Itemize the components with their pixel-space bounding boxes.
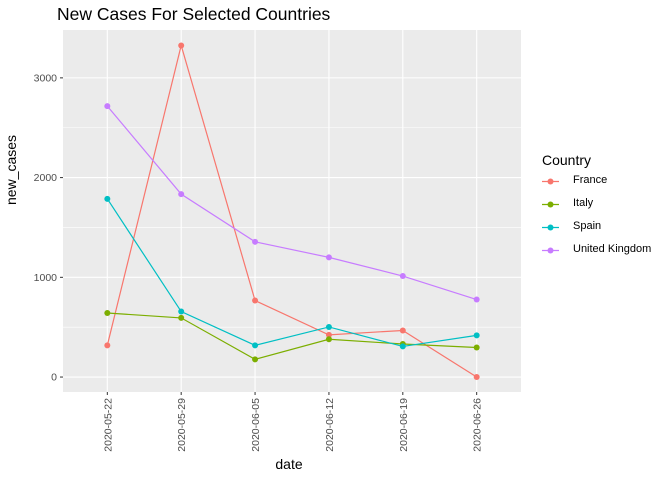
x-tick-label: 2020-06-19 (398, 398, 410, 452)
data-point-france (399, 327, 406, 334)
legend-item: Spain (542, 219, 601, 242)
series-line-spain (106, 198, 477, 348)
legend-label: United Kingdom (573, 243, 652, 255)
series-line-france (106, 43, 477, 378)
legend-swatch (542, 178, 559, 185)
legend-title: Country (542, 152, 592, 168)
data-point-united-kingdom (473, 296, 480, 303)
legend-swatch (542, 201, 559, 208)
data-point-united-kingdom (399, 273, 406, 280)
data-point-france (325, 331, 332, 338)
legend-key (542, 219, 559, 236)
y-tick-label: 1000 (34, 272, 58, 284)
x-axis: 2020-05-22 2020-05-29 2020-06-05 2020-06-12… (102, 392, 484, 452)
data-point-spain (178, 308, 185, 315)
data-point-france (104, 342, 111, 349)
x-tick-label: 2020-06-12 (324, 398, 336, 452)
data-point-spain (252, 342, 259, 349)
y-tick-label: 0 (51, 372, 57, 384)
data-point-italy (178, 314, 185, 321)
data-point-italy (473, 344, 480, 351)
grid-minor (63, 127, 521, 328)
data-point-united-kingdom (325, 254, 332, 261)
data-point-united-kingdom (178, 191, 185, 198)
data-point-italy (325, 336, 332, 343)
y-tick-label: 2000 (34, 172, 58, 184)
data-point-spain (473, 332, 480, 339)
legend-swatch (542, 247, 559, 254)
y-tick-label: 3000 (34, 72, 58, 84)
legend-swatch (542, 224, 559, 231)
data-point-spain (399, 343, 406, 350)
data-point-united-kingdom (104, 103, 111, 110)
legend-key (542, 173, 559, 190)
legend-label: France (573, 174, 608, 186)
legend: Country France Italy Spain United Kingdo… (542, 152, 651, 265)
x-tick-label: 2020-05-22 (102, 398, 114, 452)
series-layer (104, 42, 480, 381)
y-axis: 0 1000 2000 3000 (34, 72, 63, 384)
x-tick-label: 2020-06-05 (250, 398, 262, 452)
data-point-italy (104, 310, 111, 317)
legend-items: France Italy Spain United Kingdom (542, 173, 651, 265)
data-point-united-kingdom (252, 238, 259, 245)
legend-item: France (542, 173, 607, 196)
legend-key (542, 242, 559, 259)
data-point-france (178, 42, 185, 49)
legend-key (542, 196, 559, 213)
x-tick-label: 2020-06-26 (472, 398, 484, 452)
legend-label: Italy (573, 197, 594, 209)
y-axis-title: new_cases (3, 134, 19, 205)
legend-item: Italy (542, 196, 594, 219)
x-axis-title: date (275, 456, 303, 472)
chart-title: New Cases For Selected Countries (57, 4, 331, 24)
data-point-italy (252, 356, 259, 363)
panel-background (63, 30, 521, 392)
legend-item: United Kingdom (542, 242, 651, 265)
data-point-spain (104, 195, 111, 202)
data-point-france (252, 297, 259, 304)
data-point-spain (325, 323, 332, 330)
series-line-united-kingdom (106, 105, 477, 301)
data-point-france (473, 374, 480, 381)
x-tick-label: 2020-05-29 (176, 398, 188, 452)
legend-label: Spain (573, 220, 602, 232)
